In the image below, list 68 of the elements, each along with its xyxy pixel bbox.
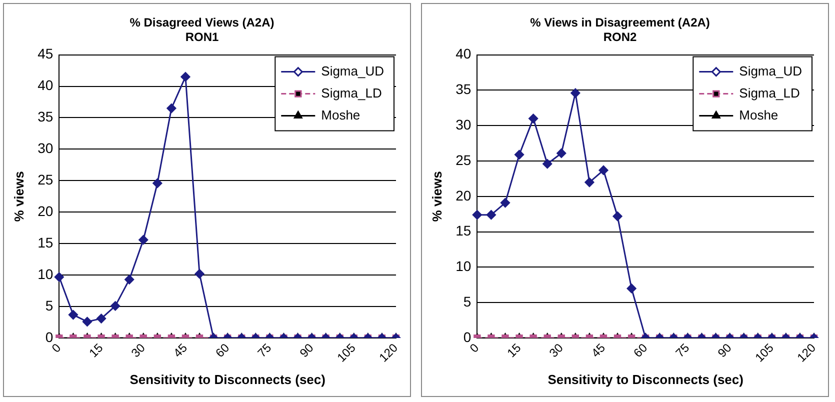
point [556, 148, 566, 158]
point [472, 210, 482, 220]
x-tick-label: 60 [630, 340, 650, 360]
point [514, 150, 524, 160]
point [54, 272, 64, 282]
legend-label: Sigma_UD [321, 63, 384, 78]
point [486, 210, 496, 220]
point [500, 198, 510, 208]
point [166, 104, 176, 114]
y-tick-label: 0 [45, 328, 54, 345]
point [598, 165, 608, 175]
x-tick-label: 60 [212, 340, 232, 360]
y-tick-label: 30 [38, 140, 54, 156]
x-axis-title: Sensitivity to Disconnects (sec) [130, 372, 326, 387]
x-tick-label: 105 [752, 340, 777, 365]
chart-subtitle: RON1 [185, 30, 219, 44]
legend-label: Moshe [739, 107, 778, 122]
legend-label: Sigma_LD [321, 85, 382, 100]
y-tick-label: 25 [456, 152, 472, 168]
legend-label: Moshe [321, 107, 360, 122]
point [138, 235, 148, 245]
x-tick-label: 90 [714, 340, 734, 360]
y-tick-label: 35 [456, 81, 472, 98]
y-tick-label: 5 [45, 297, 54, 314]
point [570, 88, 580, 98]
point [528, 114, 538, 124]
x-tick-label: 90 [296, 340, 316, 360]
x-tick-label: 15 [504, 340, 524, 360]
y-tick-label: 30 [456, 116, 472, 132]
x-tick-label: 120 [376, 340, 401, 365]
point [542, 159, 552, 169]
y-tick-label: 0 [463, 328, 472, 345]
x-tick-label: 75 [254, 340, 274, 360]
chart-title: % Disagreed Views (A2A) [130, 16, 274, 30]
point [124, 274, 134, 284]
point [626, 284, 636, 294]
point [612, 212, 622, 222]
y-tick-label: 40 [456, 46, 472, 62]
y-tick-label: 10 [456, 258, 472, 274]
x-tick-label: 75 [672, 340, 692, 360]
chart-title: % Views in Disagreement (A2A) [530, 16, 710, 30]
y-tick-label: 5 [463, 294, 472, 310]
x-tick-label: 105 [334, 340, 359, 365]
legend-label: Sigma_UD [739, 63, 802, 78]
y-tick-label: 20 [456, 187, 472, 204]
x-tick-label: 30 [128, 340, 148, 360]
y-tick-label: 15 [38, 234, 54, 250]
y-tick-label: 40 [38, 77, 54, 94]
x-tick-label: 45 [588, 340, 608, 360]
chart-subtitle: RON2 [603, 30, 637, 44]
y-tick-label: 25 [38, 172, 54, 188]
y-axis-title: % views [11, 171, 26, 222]
point [584, 178, 594, 188]
x-tick-label: 15 [86, 340, 106, 360]
x-tick-label: 30 [546, 340, 566, 360]
point [180, 72, 190, 82]
point [194, 269, 204, 279]
legend-label: Sigma_LD [739, 85, 800, 100]
x-axis-title: Sensitivity to Disconnects (sec) [548, 372, 744, 387]
y-tick-label: 10 [38, 266, 54, 282]
x-tick-label: 120 [794, 340, 819, 365]
y-tick-label: 20 [38, 203, 54, 220]
y-tick-label: 15 [456, 222, 472, 239]
y-tick-label: 45 [38, 46, 54, 62]
x-tick-label: 45 [170, 340, 190, 360]
point [152, 178, 162, 188]
y-tick-label: 35 [38, 108, 54, 125]
y-axis-title: % views [429, 171, 444, 222]
